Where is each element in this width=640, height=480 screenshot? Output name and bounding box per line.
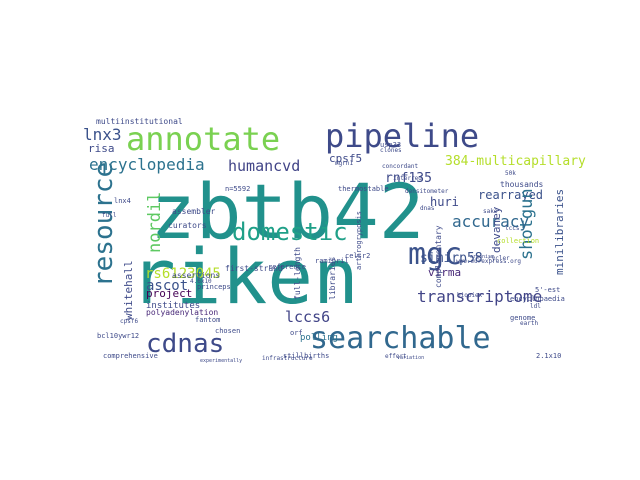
word-36: libraries: [328, 256, 337, 300]
word-19: accuracy: [452, 212, 529, 231]
word-14: rnf135: [385, 171, 432, 186]
word-76: earth: [520, 320, 538, 327]
word-39: multiinstitutional: [96, 117, 183, 126]
word-50: ramipril: [315, 257, 349, 265]
word-3: pipeline: [325, 117, 479, 155]
word-29: lccs6: [285, 308, 330, 326]
word-21: ascot: [146, 278, 188, 294]
word-7: searchable: [310, 321, 491, 356]
word-17: shotgun: [517, 188, 537, 260]
word-70: organism: [470, 254, 494, 260]
word-35: full-length: [293, 247, 302, 300]
word-18: nordil: [145, 192, 165, 253]
word-9: lnx3: [83, 125, 122, 144]
word-11: humancvd: [228, 157, 300, 175]
word-47: densitometer: [405, 188, 449, 195]
word-71: dnas: [420, 205, 435, 212]
word-58: n=5592: [225, 185, 250, 193]
word-52: chosen: [215, 327, 240, 335]
word-66: cycler: [488, 255, 510, 262]
word-46: concordant: [382, 163, 419, 170]
word-0: zbtb42: [150, 167, 425, 256]
word-79: cpsf6: [120, 318, 138, 325]
word-38: assembler: [172, 207, 216, 216]
word-78: 2.1x10: [536, 352, 561, 360]
word-12: cpsf5: [329, 152, 362, 165]
word-8: cdnas: [146, 329, 224, 359]
word-75: biopiex: [457, 292, 483, 299]
word-68: effort: [385, 353, 407, 360]
word-54: princeps: [197, 283, 231, 291]
word-51: fantom: [195, 316, 220, 324]
word-32: polyadenylation: [146, 308, 218, 317]
word-64: 5'-est: [535, 286, 560, 294]
word-28: virma: [428, 266, 461, 279]
word-2: annotate: [126, 120, 280, 158]
word-10: encyclopedia: [89, 155, 205, 174]
word-60: www.eurexpress.org: [456, 258, 521, 265]
word-42: polling: [300, 333, 338, 343]
word-5: domestic: [232, 218, 348, 246]
word-16: huri: [430, 195, 459, 209]
word-24: minilibraries: [553, 189, 566, 275]
word-49: genome: [510, 314, 535, 322]
word-41: thousands: [500, 180, 544, 189]
word-82: variation: [397, 355, 424, 361]
word-73: mgrn1: [335, 160, 353, 167]
word-59: celsr2: [345, 252, 370, 260]
word-23: transcriptome: [417, 287, 542, 306]
word-55: lnx4: [114, 197, 131, 205]
word-62: 4.6x10: [190, 278, 212, 285]
word-45: thermostable: [338, 185, 389, 193]
word-22: simirp58: [420, 251, 483, 266]
word-74: arthrogryposis: [355, 211, 363, 270]
word-80: lccs: [505, 225, 520, 232]
word-44: stillbirths: [283, 352, 329, 360]
word-34: first-strand: [225, 264, 283, 273]
word-33: assertions: [172, 271, 220, 280]
word-27: project: [146, 287, 192, 300]
word-69: interred: [393, 175, 422, 182]
word-61: bcl10ywr12: [97, 332, 139, 340]
word-67: orf: [290, 329, 303, 337]
word-15: rearrayed: [478, 188, 543, 202]
word-31: institutes: [146, 301, 200, 311]
word-1: riken: [130, 232, 359, 321]
word-20: rs6123045: [145, 266, 221, 282]
word-83: experimentally: [200, 358, 242, 364]
word-57: clones: [380, 147, 402, 154]
word-56: usp33: [380, 141, 401, 149]
word-26: whitehall: [122, 260, 135, 320]
word-4: resource: [89, 162, 119, 287]
word-48: collection: [497, 237, 539, 245]
word-30: risa: [88, 142, 115, 155]
word-77: ldl: [530, 303, 541, 310]
word-6: mgc: [408, 237, 462, 272]
word-37: curators: [168, 221, 207, 230]
word-63: encyclopaedia: [510, 295, 565, 303]
word-13: 384-multicapillary: [445, 154, 586, 169]
word-81: full: [102, 212, 117, 219]
word-53: reference: [268, 263, 306, 271]
word-25: devaney: [490, 206, 503, 253]
word-72: 50k: [505, 170, 516, 177]
word-40: comprehensive: [103, 352, 158, 360]
word-84: infrastructure: [262, 355, 313, 362]
word-65: sake: [483, 208, 498, 215]
word-43: complementary: [434, 225, 443, 288]
